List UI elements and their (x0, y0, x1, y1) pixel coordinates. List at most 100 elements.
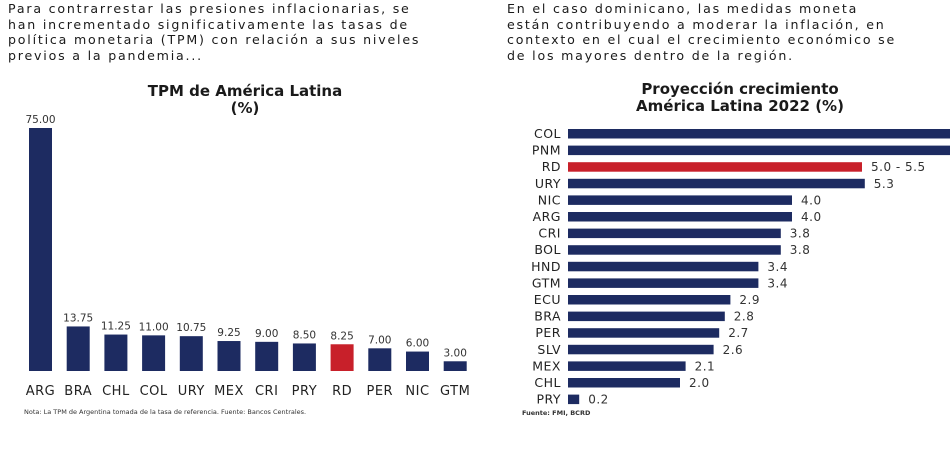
growth-value-label: 2.1 (695, 359, 716, 373)
growth-value-label: 3.8 (790, 227, 811, 241)
growth-value-label: 2.6 (723, 343, 744, 357)
growth-value-label: 4.0 (801, 193, 822, 207)
growth-value-label: 2.7 (728, 326, 749, 340)
growth-bar (568, 344, 714, 355)
chart-subtitle-text: América Latina 2022 (%) (636, 97, 844, 115)
growth-bar (568, 361, 686, 371)
tpm-category-label: NIC (405, 384, 429, 399)
tpm-value-label: 9.25 (217, 327, 240, 339)
growth-category-label: BOL (534, 242, 561, 257)
tpm-bar (179, 336, 203, 371)
chart-title-text: TPM de América Latina (147, 82, 343, 100)
tpm-category-label: MEX (214, 384, 244, 399)
tpm-bar (217, 341, 241, 371)
growth-bar (568, 245, 781, 255)
growth-bar (568, 178, 865, 189)
tpm-category-label: URY (178, 384, 205, 399)
growth-category-label: PNM (532, 143, 561, 158)
tpm-value-label: 11.00 (139, 321, 169, 333)
tpm-bar (29, 128, 52, 371)
growth-category-label: BRA (534, 309, 561, 324)
growth-bar (568, 295, 731, 305)
growth-bar (568, 261, 759, 272)
growth-bar (568, 195, 792, 205)
growth-category-label: MEX (532, 358, 561, 373)
tpm-value-label: 10.75 (176, 322, 206, 334)
tpm-category-label: ARG (26, 384, 56, 399)
growth-category-label: HND (531, 259, 561, 274)
growth-bar (568, 394, 580, 405)
right-paragraph: En el caso dominicano, las medidas monet… (507, 1, 947, 63)
paragraph-line: han incrementado significativamente las … (8, 16, 409, 32)
growth-category-label: PER (535, 325, 561, 340)
growth-category-label: NIC (538, 192, 561, 207)
paragraph-line: Para contrarrestar las presiones inflaci… (8, 1, 411, 16)
growth-bar (568, 145, 950, 156)
tpm-category-label: RD (332, 384, 352, 399)
tpm-category-label: BRA (64, 384, 92, 399)
paragraph-line: contexto en el cual el crecimiento econó… (507, 32, 897, 47)
growth-category-label: CRI (538, 226, 561, 241)
tpm-value-label: 13.75 (63, 312, 93, 324)
growth-category-label: ARG (533, 209, 561, 224)
growth-bar (568, 228, 781, 239)
tpm-value-label: 11.25 (101, 321, 131, 333)
tpm-bar (406, 351, 429, 371)
growth-value-label: 3.4 (767, 276, 788, 290)
growth-value-label: 2.0 (689, 376, 710, 390)
tpm-category-label: COL (140, 384, 168, 399)
tpm-bar (292, 343, 316, 371)
growth-bar (568, 378, 680, 388)
growth-bar (568, 311, 725, 322)
growth-value-label: 0.2 (588, 393, 609, 407)
growth-chart-title: Proyección crecimiento América Latina 20… (560, 81, 920, 115)
tpm-value-label: 7.00 (368, 334, 391, 346)
tpm-value-label: 9.00 (255, 328, 278, 340)
tpm-bar (142, 335, 166, 371)
growth-bar (568, 129, 950, 139)
chart-title-text: Proyección crecimiento (641, 80, 839, 98)
growth-value-label: 4.0 (801, 210, 822, 224)
growth-chart-source: Fuente: FMI, BCRD (522, 409, 591, 417)
growth-category-label: CHL (534, 375, 561, 390)
growth-value-label: 2.8 (734, 310, 755, 324)
growth-bar (568, 278, 759, 288)
chart-subtitle-text: (%) (230, 99, 260, 117)
tpm-value-label: 75.00 (25, 114, 55, 126)
tpm-chart-note: Nota: La TPM de Argentina tomada de la t… (24, 408, 307, 416)
growth-value-label: 2.9 (739, 293, 760, 307)
tpm-bar (368, 348, 392, 371)
growth-category-label: GTM (532, 275, 561, 290)
growth-category-label: RD (542, 159, 561, 174)
growth-category-label: ECU (534, 292, 561, 307)
tpm-bar (255, 341, 279, 371)
growth-category-label: PRY (536, 392, 561, 407)
paragraph-line: política monetaria (TPM) con relación a … (8, 32, 421, 47)
tpm-category-label: CRI (255, 384, 278, 399)
growth-category-label: COL (534, 126, 561, 141)
paragraph-line: de los mayores dentro de la región. (507, 47, 794, 63)
growth-value-label: 5.0 - 5.5 (871, 160, 926, 174)
growth-value-label: 3.4 (767, 260, 788, 274)
tpm-bar (443, 361, 467, 371)
tpm-value-label: 6.00 (406, 338, 429, 350)
tpm-value-label: 3.00 (444, 347, 467, 359)
paragraph-line: están contribuyendo a moderar la inflaci… (507, 16, 886, 32)
tpm-value-label: 8.25 (330, 330, 353, 342)
paragraph-line: En el caso dominicano, las medidas monet… (507, 1, 859, 16)
tpm-category-label: CHL (102, 384, 130, 399)
tpm-category-label: GTM (440, 384, 470, 399)
left-paragraph: Para contrarrestar las presiones inflaci… (8, 1, 486, 63)
tpm-category-label: PRY (292, 384, 317, 399)
tpm-value-label: 8.50 (293, 329, 316, 341)
growth-category-label: URY (535, 176, 561, 191)
growth-value-label: 3.8 (790, 243, 811, 257)
growth-category-label: SLV (537, 342, 561, 357)
paragraph-line: previos a la pandemia... (8, 47, 203, 63)
growth-bar (568, 328, 720, 338)
tpm-category-label: PER (367, 384, 394, 399)
tpm-chart-title: TPM de América Latina (%) (60, 83, 430, 117)
growth-value-label: 5.3 (874, 177, 895, 191)
tpm-bar (66, 326, 90, 371)
